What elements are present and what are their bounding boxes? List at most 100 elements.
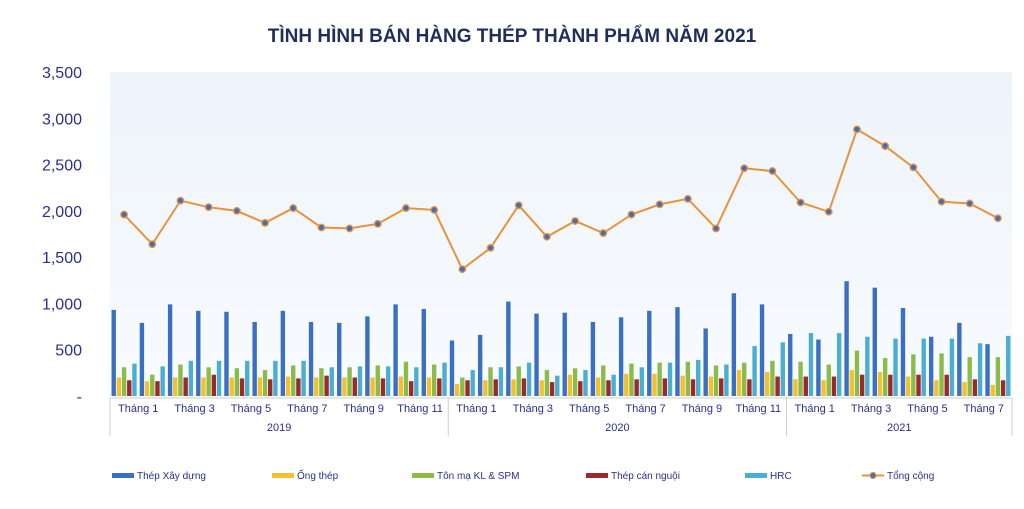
bar-th-p-c-n-ngu-i (549, 382, 555, 396)
bar--ng-th-p (257, 377, 263, 396)
total-point (373, 219, 382, 228)
total-point (176, 196, 185, 205)
bar-th-p-c-n-ngu-i (719, 378, 724, 396)
legend-label: HRC (770, 471, 792, 482)
bar-th-p-c-n-ngu-i (634, 379, 639, 396)
bar-th-p-c-n-ngu-i (183, 377, 188, 396)
bar-hrc (245, 360, 250, 396)
bar-hrc (526, 362, 532, 396)
y-axis: - 500 1,000 1,500 2,000 2,500 3,000 3,500 (42, 65, 82, 406)
total-point (937, 197, 946, 206)
bar-hrc (498, 367, 504, 396)
bar-th-p-x-y-d-ng (139, 322, 145, 396)
bar-hrc (808, 333, 814, 396)
bar-th-p-x-y-d-ng (224, 311, 229, 396)
bar-t-n-m-kl-spm (770, 360, 775, 396)
x-tick-label: Tháng 1 (795, 403, 835, 415)
bar-th-p-x-y-d-ng (562, 312, 567, 396)
bar-th-p-c-n-ngu-i (211, 374, 217, 396)
y-tick-label: 1,000 (42, 296, 82, 313)
total-point (543, 232, 551, 241)
x-tick-label: Tháng 3 (174, 403, 214, 415)
chart-title: TÌNH HÌNH BÁN HÀNG THÉP THÀNH PHẨM NĂM 2… (267, 26, 757, 47)
bar--ng-th-p (116, 377, 122, 396)
bar-th-p-c-n-ngu-i (972, 379, 978, 396)
bar-th-p-x-y-d-ng (111, 309, 116, 396)
bar--ng-th-p (595, 377, 601, 396)
bar-th-p-c-n-ngu-i (690, 379, 696, 396)
bar-th-p-x-y-d-ng (196, 310, 201, 396)
bar-th-p-c-n-ngu-i (578, 381, 583, 396)
bar-hrc (414, 367, 419, 396)
bar-t-n-m-kl-spm (262, 370, 268, 396)
total-point (965, 199, 974, 208)
bar--ng-th-p (426, 377, 432, 396)
bar-hrc (1006, 335, 1011, 396)
total-point (571, 217, 579, 225)
bar-t-n-m-kl-spm (516, 366, 521, 396)
bar-th-p-c-n-ngu-i (606, 380, 611, 396)
y-tick-label: 3,500 (42, 65, 82, 82)
bar-t-n-m-kl-spm (178, 364, 183, 396)
bar-hrc (780, 342, 785, 396)
bar-hrc (273, 360, 278, 396)
total-point (120, 210, 128, 219)
bar-t-n-m-kl-spm (826, 364, 831, 396)
bar-th-p-x-y-d-ng (816, 339, 821, 396)
bar-hrc (385, 366, 391, 396)
total-point (514, 201, 523, 210)
bar--ng-th-p (990, 384, 995, 396)
bar-hrc (667, 362, 673, 396)
x-tick-label: Tháng 1 (118, 403, 158, 415)
bar--ng-th-p (398, 376, 403, 396)
bar-th-p-x-y-d-ng (928, 336, 934, 396)
x-tick-label: Tháng 3 (513, 403, 553, 415)
bar--ng-th-p (144, 381, 150, 396)
total-point (148, 240, 157, 249)
bar-th-p-c-n-ngu-i (324, 375, 329, 396)
bar--ng-th-p (342, 377, 347, 396)
bar-th-p-x-y-d-ng (421, 308, 426, 396)
total-point (486, 243, 495, 252)
total-point (204, 203, 213, 212)
bar--ng-th-p (765, 371, 770, 396)
bar-t-n-m-kl-spm (234, 368, 240, 396)
bar-th-p-x-y-d-ng (647, 310, 652, 396)
bar--ng-th-p (934, 380, 939, 396)
bar-hrc (132, 363, 137, 396)
total-point (824, 207, 833, 216)
x-tick-label: Tháng 5 (569, 403, 609, 415)
x-tick-label: Tháng 7 (287, 403, 327, 415)
bar-th-p-x-y-d-ng (477, 334, 483, 396)
bar-t-n-m-kl-spm (572, 368, 578, 396)
bar-hrc (188, 360, 194, 396)
bar-hrc (977, 343, 983, 396)
bar-th-p-x-y-d-ng (731, 293, 737, 396)
bar-t-n-m-kl-spm (375, 365, 380, 396)
bar-t-n-m-kl-spm (798, 361, 803, 396)
bar-t-n-m-kl-spm (742, 362, 747, 396)
bar-th-p-x-y-d-ng (675, 307, 680, 396)
bar-hrc (160, 366, 165, 396)
bar-t-n-m-kl-spm (460, 377, 465, 396)
x-tick-label: Tháng 11 (735, 403, 781, 415)
total-point (458, 265, 467, 274)
bar-th-p-x-y-d-ng (167, 304, 173, 396)
bar-th-p-x-y-d-ng (449, 340, 455, 396)
bar-t-n-m-kl-spm (939, 353, 944, 396)
bar-t-n-m-kl-spm (431, 364, 437, 396)
bar-hrc (442, 362, 447, 396)
bar--ng-th-p (962, 382, 967, 396)
bar-t-n-m-kl-spm (882, 358, 888, 396)
y-tick-label: - (77, 389, 82, 406)
plot-background (110, 72, 1012, 396)
bar-th-p-x-y-d-ng (365, 316, 370, 396)
total-point (683, 194, 692, 203)
bar-th-p-x-y-d-ng (759, 304, 765, 396)
x-tick-label: Tháng 7 (625, 403, 665, 415)
bar-t-n-m-kl-spm (911, 354, 916, 396)
legend-label: Tổng cộng (887, 470, 934, 482)
bar--ng-th-p (314, 377, 319, 396)
total-point (627, 210, 636, 219)
